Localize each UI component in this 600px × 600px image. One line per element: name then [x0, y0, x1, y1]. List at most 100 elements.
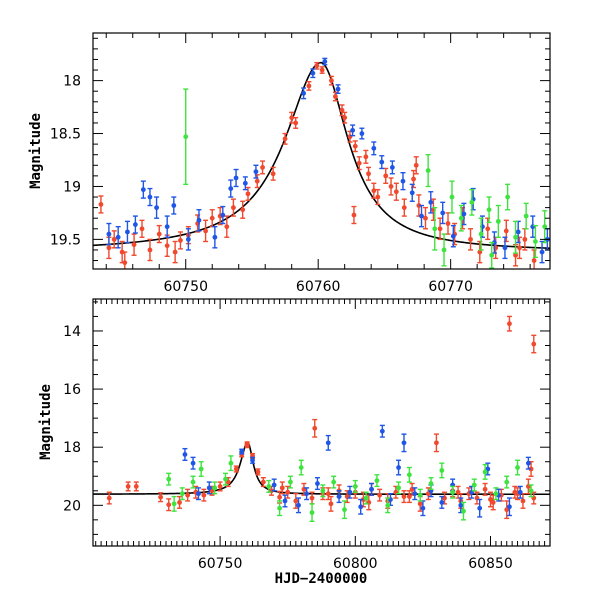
bottom-blue-data-point	[358, 498, 364, 515]
bottom-green-data-point	[331, 475, 337, 489]
bottom-green-data-point	[471, 478, 477, 492]
bottom-red-data-point	[244, 443, 250, 449]
top-green-data-point	[425, 154, 431, 188]
bottom-blue-data-point	[525, 456, 531, 470]
top-y-tick-label: 18.5	[50, 127, 81, 143]
top-red-data-point	[224, 215, 230, 238]
bottom-green-data-point	[277, 500, 283, 517]
top-red-data-point	[371, 182, 377, 199]
bottom-blue-data-point	[206, 481, 212, 495]
bottom-red-data-point	[531, 334, 537, 354]
top-green-data-point	[441, 233, 447, 267]
bottom-green-data-point	[460, 501, 466, 521]
top-blue-data-point	[371, 141, 377, 156]
top-blue-data-point	[379, 155, 385, 170]
bottom-red-data-point	[106, 491, 112, 505]
bottom-red-data-point	[201, 488, 207, 502]
bottom-green-data-point	[528, 484, 534, 498]
bottom-red-data-point	[285, 485, 291, 499]
bottom-red-data-point	[455, 485, 461, 499]
bottom-red-data-point	[279, 481, 285, 495]
bottom-blue-data-point	[239, 448, 245, 455]
bottom-blue-data-point	[396, 459, 402, 476]
top-blue-data-point	[171, 196, 177, 215]
bottom-red-data-point	[488, 491, 494, 508]
top-red-data-point	[468, 228, 474, 251]
bottom-model-curve	[93, 441, 550, 496]
top-blue-data-point	[242, 176, 248, 191]
bottom-red-data-point	[482, 482, 488, 496]
top-red-data-point	[122, 251, 128, 269]
bottom-red-data-point	[125, 481, 131, 492]
top-red-data-point	[356, 156, 362, 171]
bottom-green-data-point	[406, 466, 412, 483]
top-red-data-point	[293, 116, 299, 129]
top-blue-data-point	[140, 180, 146, 199]
top-red-data-point	[240, 200, 246, 219]
bottom-red-data-point	[133, 481, 139, 492]
bottom-red-data-point	[166, 498, 172, 512]
bottom-panel-frame	[92, 298, 551, 547]
top-red-data-point	[375, 188, 381, 206]
bottom-blue-data-point	[347, 485, 353, 499]
top-blue-data-point	[124, 220, 130, 244]
top-y-tick-label: 19	[63, 179, 81, 195]
top-red-data-point	[422, 206, 428, 230]
bottom-panel-x-ticks: 60750 60800 60850	[95, 299, 551, 572]
top-green-data-point	[449, 180, 455, 214]
top-blue-data-point	[450, 224, 456, 248]
top-blue-data-point	[530, 215, 536, 238]
top-red-data-point	[177, 231, 183, 250]
bottom-blue-data-point	[296, 497, 302, 514]
top-red-data-point	[306, 80, 312, 91]
top-red-data-point	[393, 182, 399, 201]
top-red-data-point	[230, 198, 236, 217]
bottom-green-data-point	[417, 488, 423, 502]
top-blue-data-point	[164, 215, 170, 238]
top-blue-data-point	[359, 127, 365, 140]
top-red-data-point	[342, 111, 348, 124]
bottom-red-data-point	[312, 418, 318, 438]
top-y-tick-label: 19.5	[50, 232, 81, 248]
top-blue-data-point	[502, 236, 508, 260]
top-x-tick-label: 60770	[428, 279, 473, 295]
top-x-tick-label: 60760	[296, 279, 341, 295]
bottom-panel: 60750 60800 60850 14 16 18 20 Magnitude HJD−2…	[38, 298, 551, 587]
top-red-data-point	[531, 249, 537, 269]
bottom-green-data-point	[482, 463, 488, 480]
top-red-data-point	[147, 238, 153, 262]
top-blue-data-point	[212, 225, 218, 249]
top-blue-data-point	[440, 201, 446, 225]
bottom-y-tick-label: 20	[63, 498, 81, 514]
bottom-green-data-point	[212, 481, 218, 495]
top-red-data-point	[260, 160, 266, 175]
bottom-green-data-point	[385, 497, 391, 514]
bottom-green-data-point	[341, 500, 347, 520]
top-green-data-point	[523, 202, 529, 230]
top-panel-frame	[92, 32, 551, 270]
bottom-red-data-point	[325, 487, 331, 501]
bottom-green-data-point	[439, 462, 445, 479]
bottom-red-data-point	[520, 492, 526, 509]
bottom-blue-data-point	[282, 494, 288, 508]
top-green-data-point	[542, 210, 548, 244]
top-blue-data-point	[350, 124, 356, 137]
bottom-blue-data-point	[412, 487, 418, 501]
top-red-data-point	[437, 217, 443, 241]
bottom-panel-data	[93, 315, 550, 522]
bottom-green-data-point	[223, 472, 229, 486]
bottom-green-data-point	[396, 481, 402, 495]
bottom-red-data-point	[177, 495, 183, 509]
top-red-data-point	[517, 236, 523, 260]
bottom-blue-data-point	[477, 498, 483, 518]
bottom-red-data-point	[506, 315, 512, 332]
top-panel-y-ticks: 18 18.5 19 19.5	[50, 37, 550, 262]
top-red-data-point	[383, 167, 389, 184]
bottom-green-data-point	[198, 461, 204, 477]
top-red-data-point	[139, 219, 145, 238]
bottom-green-data-point	[320, 484, 326, 498]
top-red-data-point	[209, 209, 215, 228]
top-red-data-point	[217, 206, 223, 226]
top-blue-data-point	[539, 240, 545, 264]
